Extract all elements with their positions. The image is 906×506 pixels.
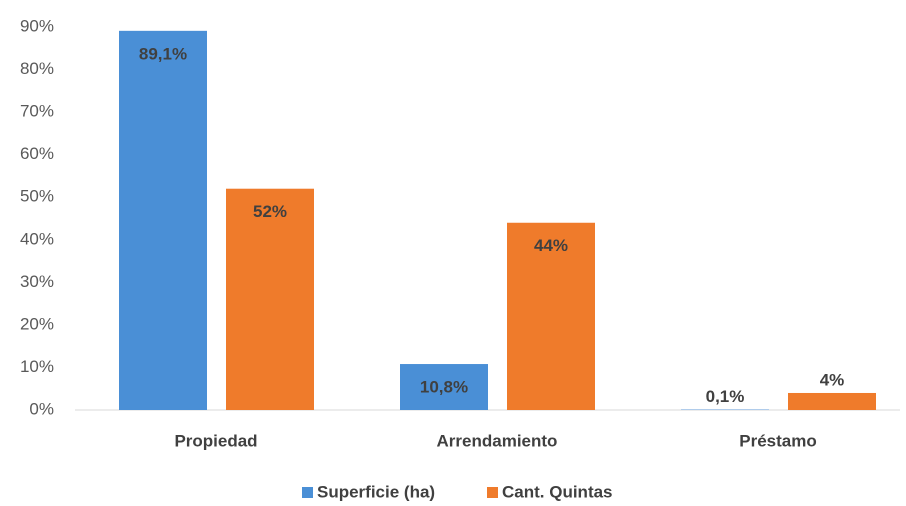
bar bbox=[400, 364, 488, 410]
value-label: 10,8% bbox=[420, 378, 468, 397]
value-label: 4% bbox=[820, 370, 845, 389]
y-tick-label: 70% bbox=[20, 102, 54, 121]
y-tick-label: 50% bbox=[20, 187, 54, 206]
y-tick-label: 80% bbox=[20, 59, 54, 78]
bar bbox=[226, 188, 314, 410]
y-tick-label: 40% bbox=[20, 229, 54, 248]
y-tick-label: 60% bbox=[20, 144, 54, 163]
legend-label: Cant. Quintas bbox=[502, 482, 613, 501]
y-tick-label: 10% bbox=[20, 357, 54, 376]
y-tick-label: 30% bbox=[20, 272, 54, 291]
bar bbox=[119, 30, 207, 411]
bar bbox=[788, 392, 876, 410]
value-label: 0,1% bbox=[706, 387, 745, 406]
y-tick-label: 20% bbox=[20, 314, 54, 333]
legend-label: Superficie (ha) bbox=[317, 482, 435, 501]
value-label: 44% bbox=[534, 236, 568, 255]
legend-swatch bbox=[302, 487, 313, 498]
value-label: 89,1% bbox=[139, 44, 187, 63]
y-tick-label: 0% bbox=[29, 399, 54, 418]
x-tick-label: Préstamo bbox=[739, 431, 816, 450]
x-tick-label: Arrendamiento bbox=[437, 431, 558, 450]
legend-swatch bbox=[487, 487, 498, 498]
bar bbox=[507, 222, 595, 410]
x-tick-label: Propiedad bbox=[174, 431, 257, 450]
y-tick-label: 90% bbox=[20, 16, 54, 35]
value-label: 52% bbox=[253, 202, 287, 221]
